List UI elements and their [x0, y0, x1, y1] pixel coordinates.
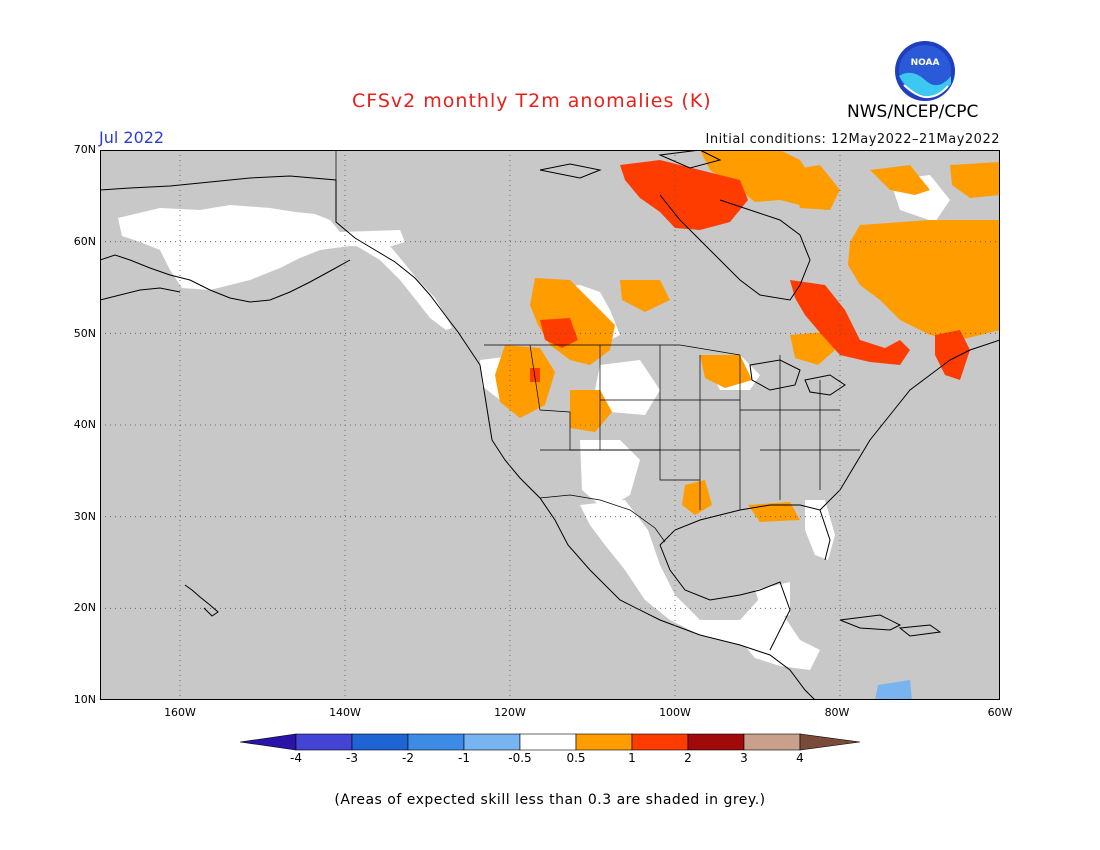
- lat-tick-30n: 30N: [73, 510, 96, 523]
- lon-tick-60w: 60W: [987, 706, 1013, 719]
- lon-tick-100w: 100W: [659, 706, 691, 719]
- colorbar-label: 1: [628, 751, 636, 765]
- colorbar-swatch: [351, 733, 409, 751]
- lon-tick-140w: 140W: [329, 706, 361, 719]
- svg-text:NOAA: NOAA: [911, 58, 940, 68]
- colorbar-label: -0.5: [508, 751, 532, 765]
- colorbar-swatch: [575, 733, 633, 751]
- lat-tick-50n: 50N: [73, 327, 96, 340]
- org-label: NWS/NCEP/CPC: [847, 102, 979, 122]
- colorbar-label: -1: [458, 751, 470, 765]
- lat-tick-20n: 20N: [73, 601, 96, 614]
- colorbar-label: -2: [402, 751, 414, 765]
- colorbar-swatch: [687, 733, 745, 751]
- borders: [335, 150, 860, 543]
- colorbar-label: 4: [796, 751, 804, 765]
- colorbar-swatch-highest: [799, 733, 861, 751]
- colorbar-swatch: [295, 733, 353, 751]
- warm-anomaly-0.5-1: [495, 150, 1000, 522]
- colorbar-swatch: [407, 733, 465, 751]
- colorbar-label: -4: [290, 751, 302, 765]
- lat-tick-10n: 10N: [73, 693, 96, 706]
- colorbar-label: 0.5: [566, 751, 586, 765]
- colorbar: [240, 733, 861, 751]
- colorbar-label: -3: [346, 751, 358, 765]
- lat-tick-40n: 40N: [73, 418, 96, 431]
- anomaly-map: [100, 150, 1000, 700]
- colorbar-label: 2: [684, 751, 692, 765]
- footnote: (Areas of expected skill less than 0.3 a…: [334, 792, 766, 808]
- cool-anomaly-0.5-1: [875, 680, 912, 700]
- lat-tick-60n: 60N: [73, 235, 96, 248]
- warm-anomaly-1-2: [530, 160, 970, 382]
- lat-tick-70n: 70N: [73, 143, 96, 156]
- colorbar-swatch: [631, 733, 689, 751]
- initial-conditions: Initial conditions: 12May2022–21May2022: [705, 132, 1000, 147]
- colorbar-swatch-lowest: [240, 733, 297, 751]
- colorbar-swatch: [519, 733, 577, 751]
- grid-lines: [100, 150, 1000, 700]
- lon-tick-120w: 120W: [494, 706, 526, 719]
- forecast-month: Jul 2022: [99, 128, 165, 147]
- colorbar-label: 3: [740, 751, 748, 765]
- colorbar-swatch: [463, 733, 521, 751]
- chart-title: CFSv2 monthly T2m anomalies (K): [352, 90, 712, 112]
- noaa-logo-icon: NOAA: [895, 41, 955, 101]
- lon-tick-80w: 80W: [824, 706, 850, 719]
- colorbar-swatch: [743, 733, 801, 751]
- lon-tick-160w: 160W: [164, 706, 196, 719]
